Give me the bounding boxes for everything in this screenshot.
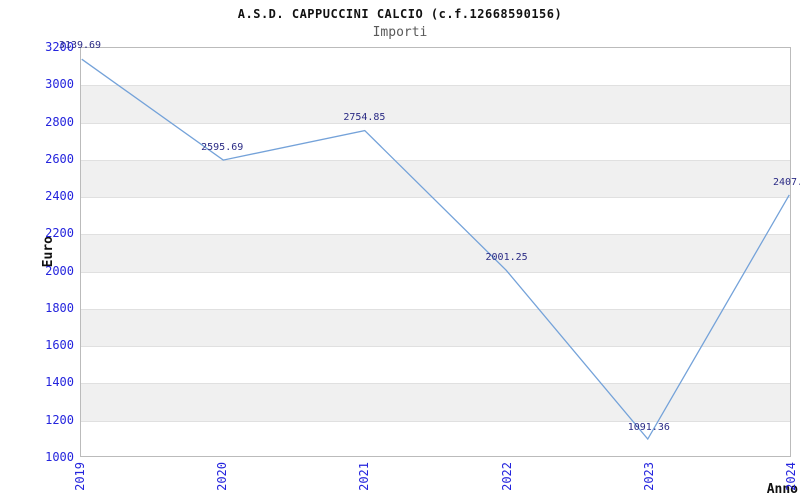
y-tick-label: 2200 <box>45 226 74 241</box>
chart-subtitle: Importi <box>372 25 428 40</box>
gridline <box>81 308 790 310</box>
line-series <box>81 58 790 441</box>
data-point-label: 2001.25 <box>485 252 528 264</box>
data-point-label: 2595.69 <box>201 141 244 153</box>
x-tick-label: 2020 <box>215 462 230 491</box>
y-tick-label: 1000 <box>45 450 74 464</box>
gridline <box>81 346 790 348</box>
x-tick-label: 2019 <box>73 462 87 491</box>
y-tick-label: 1200 <box>45 412 74 427</box>
gridline <box>81 383 790 385</box>
data-point-label: 3139.69 <box>58 40 102 52</box>
x-tick-label: 2022 <box>499 462 514 491</box>
y-tick-label: 3200 <box>45 40 74 54</box>
y-tick-label: 2800 <box>45 114 74 129</box>
background-band <box>81 234 790 272</box>
background-band <box>81 85 790 123</box>
y-tick-label: 3000 <box>45 77 74 92</box>
y-tick-label: 2400 <box>45 189 74 204</box>
gridline <box>81 420 790 422</box>
gridline <box>81 85 790 87</box>
gridline <box>81 271 790 273</box>
y-tick-label: 1400 <box>45 375 74 390</box>
x-tick-label: 2023 <box>641 462 656 491</box>
plot-area <box>80 47 791 457</box>
x-tick-label: 2021 <box>357 462 372 491</box>
gridline <box>81 197 790 199</box>
line-series-svg <box>81 58 790 441</box>
chart-title: A.S.D. CAPPUCCINI CALCIO (c.f.1266859015… <box>237 7 563 21</box>
gridline <box>81 234 790 236</box>
x-tick-label: 2024 <box>784 462 798 491</box>
y-tick-label: 1800 <box>45 300 74 315</box>
x-axis-title: Anno <box>766 482 798 497</box>
background-band <box>81 308 790 347</box>
y-tick-label: 1600 <box>45 338 74 353</box>
data-point-label: 1091.36 <box>627 421 670 433</box>
y-tick-label: 2000 <box>45 263 74 278</box>
gridline <box>81 159 790 161</box>
background-band <box>81 159 790 198</box>
gridline <box>81 122 790 124</box>
background-band <box>81 383 790 421</box>
data-point-label: 2407.6 <box>772 176 800 188</box>
y-tick-label: 2600 <box>45 151 74 166</box>
data-point-label: 2754.85 <box>343 111 386 123</box>
